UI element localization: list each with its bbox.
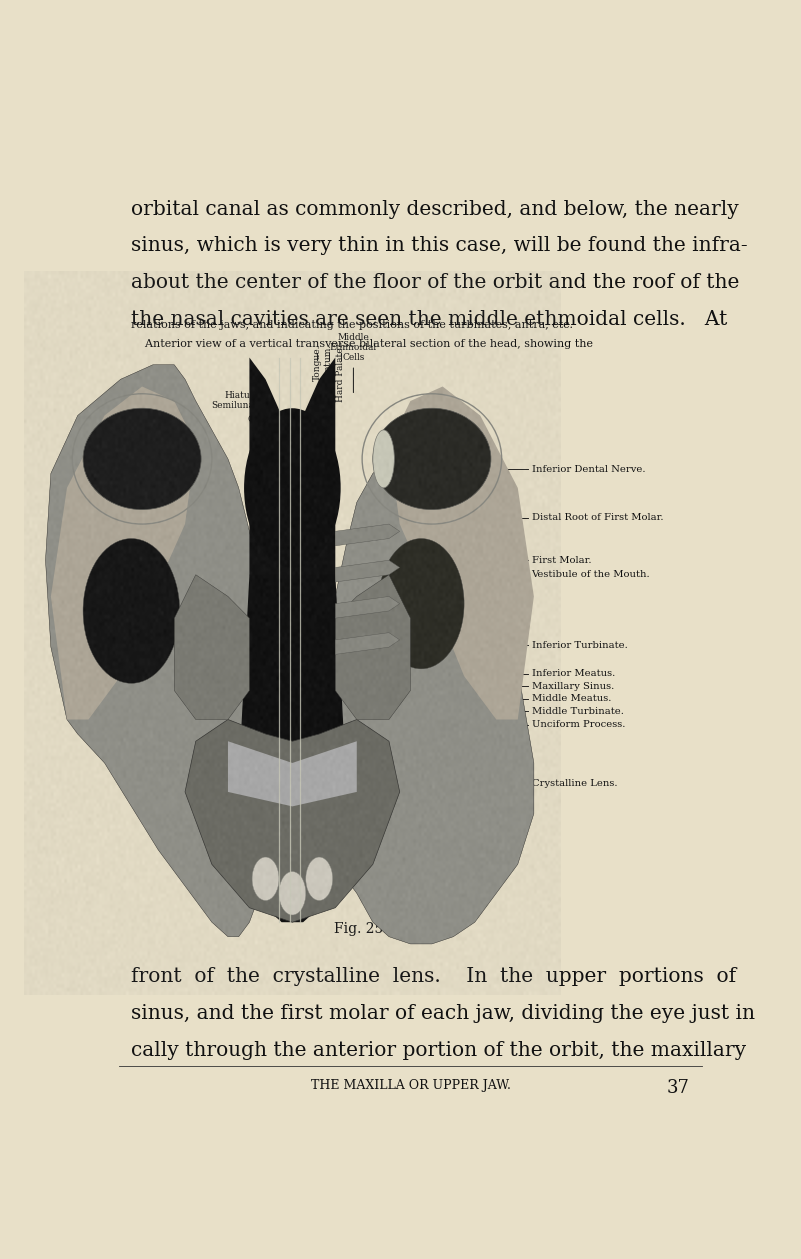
Text: Unciform Process.: Unciform Process. [532,720,625,729]
Text: Fig. 25.: Fig. 25. [334,922,388,935]
Polygon shape [336,574,410,719]
Text: about the center of the floor of the orbit and the roof of the: about the center of the floor of the orb… [131,273,739,292]
Text: Tongue.: Tongue. [313,345,322,381]
Ellipse shape [252,857,279,900]
Polygon shape [228,742,356,806]
Text: sinus, which is very thin in this case, will be found the infra-: sinus, which is very thin in this case, … [131,237,748,256]
Text: Hard Palate.: Hard Palate. [336,345,345,403]
Text: relations of the jaws, and indicating the positions of the turbinates, antra, et: relations of the jaws, and indicating th… [131,320,574,330]
Ellipse shape [373,431,394,487]
Polygon shape [51,387,195,719]
Ellipse shape [378,539,464,669]
Text: Crista Galli.: Crista Galli. [248,415,308,436]
Text: Middle Turbinate.: Middle Turbinate. [532,706,623,716]
Text: orbital canal as commonly described, and below, the nearly: orbital canal as commonly described, and… [131,200,739,219]
Ellipse shape [83,408,201,510]
Text: Inferior Turbinate.: Inferior Turbinate. [532,641,627,650]
Polygon shape [336,524,400,546]
Text: cally through the anterior portion of the orbit, the maxillary: cally through the anterior portion of th… [131,1041,747,1060]
Ellipse shape [279,871,306,915]
Text: First Molar.: First Molar. [532,555,591,565]
Polygon shape [175,574,249,719]
Text: Nasal Septum.: Nasal Septum. [324,345,333,412]
Polygon shape [249,358,336,922]
Polygon shape [185,719,400,922]
Ellipse shape [373,408,491,510]
Polygon shape [46,365,534,944]
Text: Middle Meatus.: Middle Meatus. [532,694,611,704]
Polygon shape [336,560,400,582]
Text: front  of  the  crystalline  lens.    In  the  upper  portions  of: front of the crystalline lens. In the up… [131,967,736,986]
Text: Inferior Meatus.: Inferior Meatus. [532,669,615,679]
Text: sinus, and the first molar of each jaw, dividing the eye just in: sinus, and the first molar of each jaw, … [131,1005,755,1024]
Polygon shape [336,632,400,655]
Text: the nasal cavities are seen the middle ethmoidal cells.   At: the nasal cavities are seen the middle e… [131,310,727,329]
Text: Anterior view of a vertical transverse bilateral section of the head, showing th: Anterior view of a vertical transverse b… [131,339,594,349]
Ellipse shape [306,857,332,900]
Polygon shape [239,574,346,922]
Text: Distal Root of First Molar.: Distal Root of First Molar. [532,512,663,522]
Text: THE MAXILLA OR UPPER JAW.: THE MAXILLA OR UPPER JAW. [311,1079,510,1092]
Ellipse shape [83,539,179,684]
Text: Middle
Ethmoidal
Cells: Middle Ethmoidal Cells [330,332,377,393]
Text: Maxillary Sinus.: Maxillary Sinus. [532,681,614,691]
Ellipse shape [244,408,340,568]
Polygon shape [389,387,534,719]
Text: Crystalline Lens.: Crystalline Lens. [532,778,617,788]
Text: Vestibule of the Mouth.: Vestibule of the Mouth. [532,570,650,579]
Text: Inferior Dental Nerve.: Inferior Dental Nerve. [532,465,645,473]
Text: Hiatus
Semilunaris.: Hiatus Semilunaris. [211,390,283,429]
Text: 37: 37 [667,1079,690,1097]
Polygon shape [336,597,400,618]
